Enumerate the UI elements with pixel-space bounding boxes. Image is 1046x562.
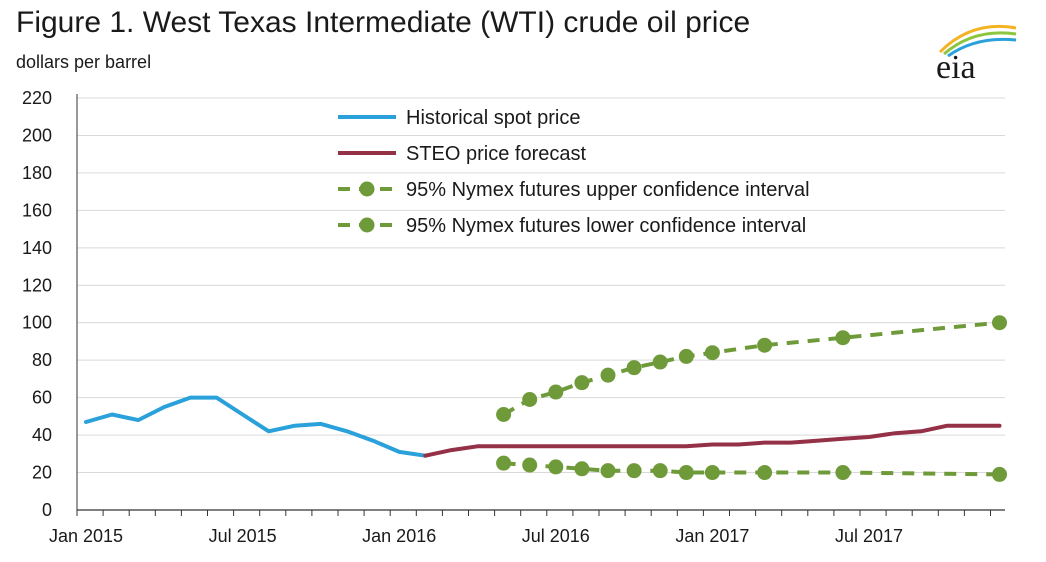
legend: Historical spot price STEO price forecast… (338, 107, 810, 237)
series-line (84, 395, 428, 458)
data-point (574, 461, 590, 477)
x-tick-label: Jul 2016 (522, 526, 590, 546)
data-point (626, 463, 642, 479)
data-point (652, 354, 668, 370)
data-point (652, 463, 668, 479)
data-point (835, 465, 851, 481)
gridlines (77, 97, 1005, 474)
legend-label: 95% Nymex futures lower confidence inter… (406, 215, 806, 237)
data-point (522, 392, 538, 408)
data-point (757, 337, 773, 353)
x-tick-label: Jan 2015 (49, 526, 123, 546)
data-point (548, 384, 564, 400)
legend-label: Historical spot price (406, 107, 581, 129)
series-line (502, 320, 1000, 417)
x-tick-label: Jan 2016 (362, 526, 436, 546)
y-tick-label: 60 (32, 388, 52, 408)
y-tick-label: 20 (32, 463, 52, 483)
y-tick-label: 80 (32, 350, 52, 370)
legend-label: STEO price forecast (406, 143, 587, 165)
y-tick-label: 180 (22, 163, 52, 183)
data-point (992, 315, 1007, 331)
y-tick-label: 220 (22, 88, 52, 108)
data-point (757, 465, 773, 481)
data-point (496, 455, 512, 471)
y-tick-label: 160 (22, 200, 52, 220)
x-axis-ticks: Jan 2015 Jul 2015 Jan 2016 Jul 2016 Jan 2017… (49, 526, 903, 546)
series-line (423, 423, 1002, 458)
y-tick-label: 0 (42, 500, 52, 520)
y-tick-label: 200 (22, 125, 52, 145)
y-tick-label: 40 (32, 425, 52, 445)
chart-title: Figure 1. West Texas Intermediate (WTI) … (16, 6, 751, 39)
axes (76, 94, 1005, 516)
data-point (704, 345, 720, 361)
y-tick-label: 140 (22, 238, 52, 258)
data-point (548, 459, 564, 475)
data-point (600, 463, 616, 479)
y-axis-unit-label: dollars per barrel (16, 52, 152, 72)
x-tick-label: Jul 2017 (835, 526, 903, 546)
data-point (678, 348, 694, 364)
data-point (600, 367, 616, 383)
y-axis-ticks: 0 20 40 60 80 100 120 140 160 180 200 220 (22, 88, 52, 520)
data-point (835, 330, 851, 346)
data-point (992, 466, 1007, 482)
data-point (626, 360, 642, 376)
legend-marker (359, 181, 375, 197)
data-point (574, 375, 590, 391)
data-point (704, 465, 720, 481)
legend-label: 95% Nymex futures upper confidence inter… (406, 179, 810, 201)
data-point (678, 465, 694, 481)
x-tick-label: Jan 2017 (675, 526, 749, 546)
x-tick-label: Jul 2015 (209, 526, 277, 546)
y-tick-label: 120 (22, 275, 52, 295)
data-point (496, 406, 512, 422)
series (84, 315, 1007, 482)
legend-marker (359, 217, 375, 233)
y-tick-label: 100 (22, 313, 52, 333)
eia-logo-icon: eia (936, 24, 1017, 84)
data-point (522, 457, 538, 473)
svg-text:eia: eia (936, 49, 976, 84)
